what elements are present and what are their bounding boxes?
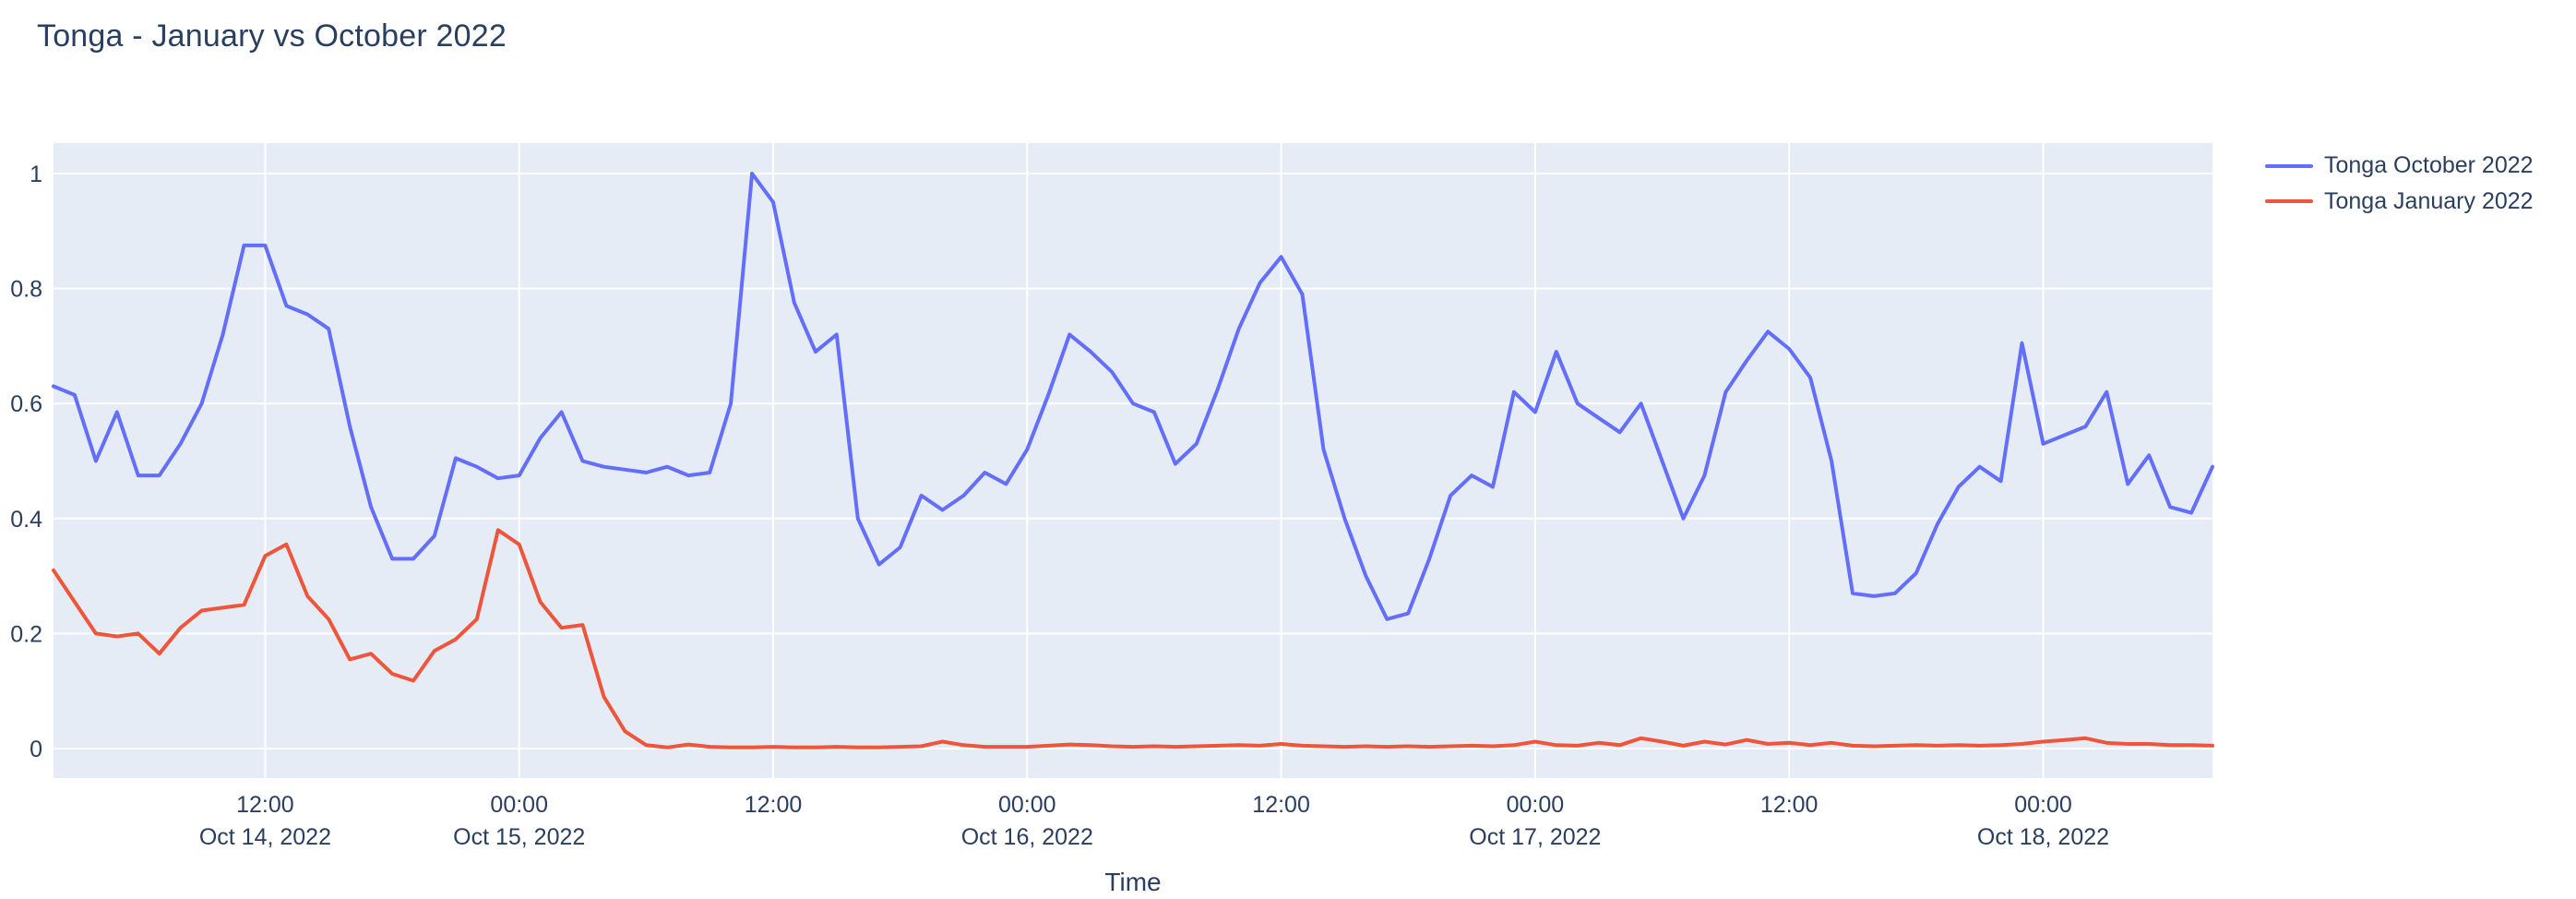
x-tick-date-label: Oct 15, 2022 [453,824,585,850]
x-tick-time-label: 00:00 [490,792,548,818]
x-axis-title: Time [1104,868,1161,896]
x-tick-date-label: Oct 14, 2022 [199,824,331,850]
y-tick-label: 0.2 [10,621,42,647]
series-line-tonga-january-2022[interactable] [52,528,2214,749]
chart-title: Tonga - January vs October 2022 [37,18,507,54]
x-tick-time-label: 00:00 [1507,792,1565,818]
y-tick-label: 0.4 [10,507,42,533]
x-tick-time-label: 12:00 [745,792,803,818]
y-tick-label: 0 [30,737,42,762]
legend: Tonga October 2022 Tonga January 2022 [2265,152,2534,215]
y-tick-label: 1 [30,162,42,187]
legend-label-january: Tonga January 2022 [2324,187,2534,214]
x-tick-time-label: 00:00 [998,792,1056,818]
x-tick-date-label: Oct 18, 2022 [1977,824,2109,850]
x-tick-time-label: 12:00 [1760,792,1819,818]
x-tick-date-label: Oct 16, 2022 [961,824,1093,850]
x-tick-time-label: 12:00 [1252,792,1310,818]
legend-line-swatch-october [2265,163,2313,168]
x-tick-time-label: 00:00 [2014,792,2072,818]
plot-background[interactable] [54,143,2212,778]
y-tick-label: 0.6 [10,391,42,417]
y-tick-label: 0.8 [10,277,42,303]
legend-item-tonga-october-2022[interactable]: Tonga October 2022 [2265,152,2534,179]
x-tick-time-label: 12:00 [236,792,294,818]
x-tick-date-label: Oct 17, 2022 [1469,824,1601,850]
legend-item-tonga-january-2022[interactable]: Tonga January 2022 [2265,187,2534,215]
series-line-tonga-october-2022[interactable] [52,172,2214,621]
legend-label-october: Tonga October 2022 [2324,152,2534,178]
legend-line-swatch-january [2265,199,2313,204]
